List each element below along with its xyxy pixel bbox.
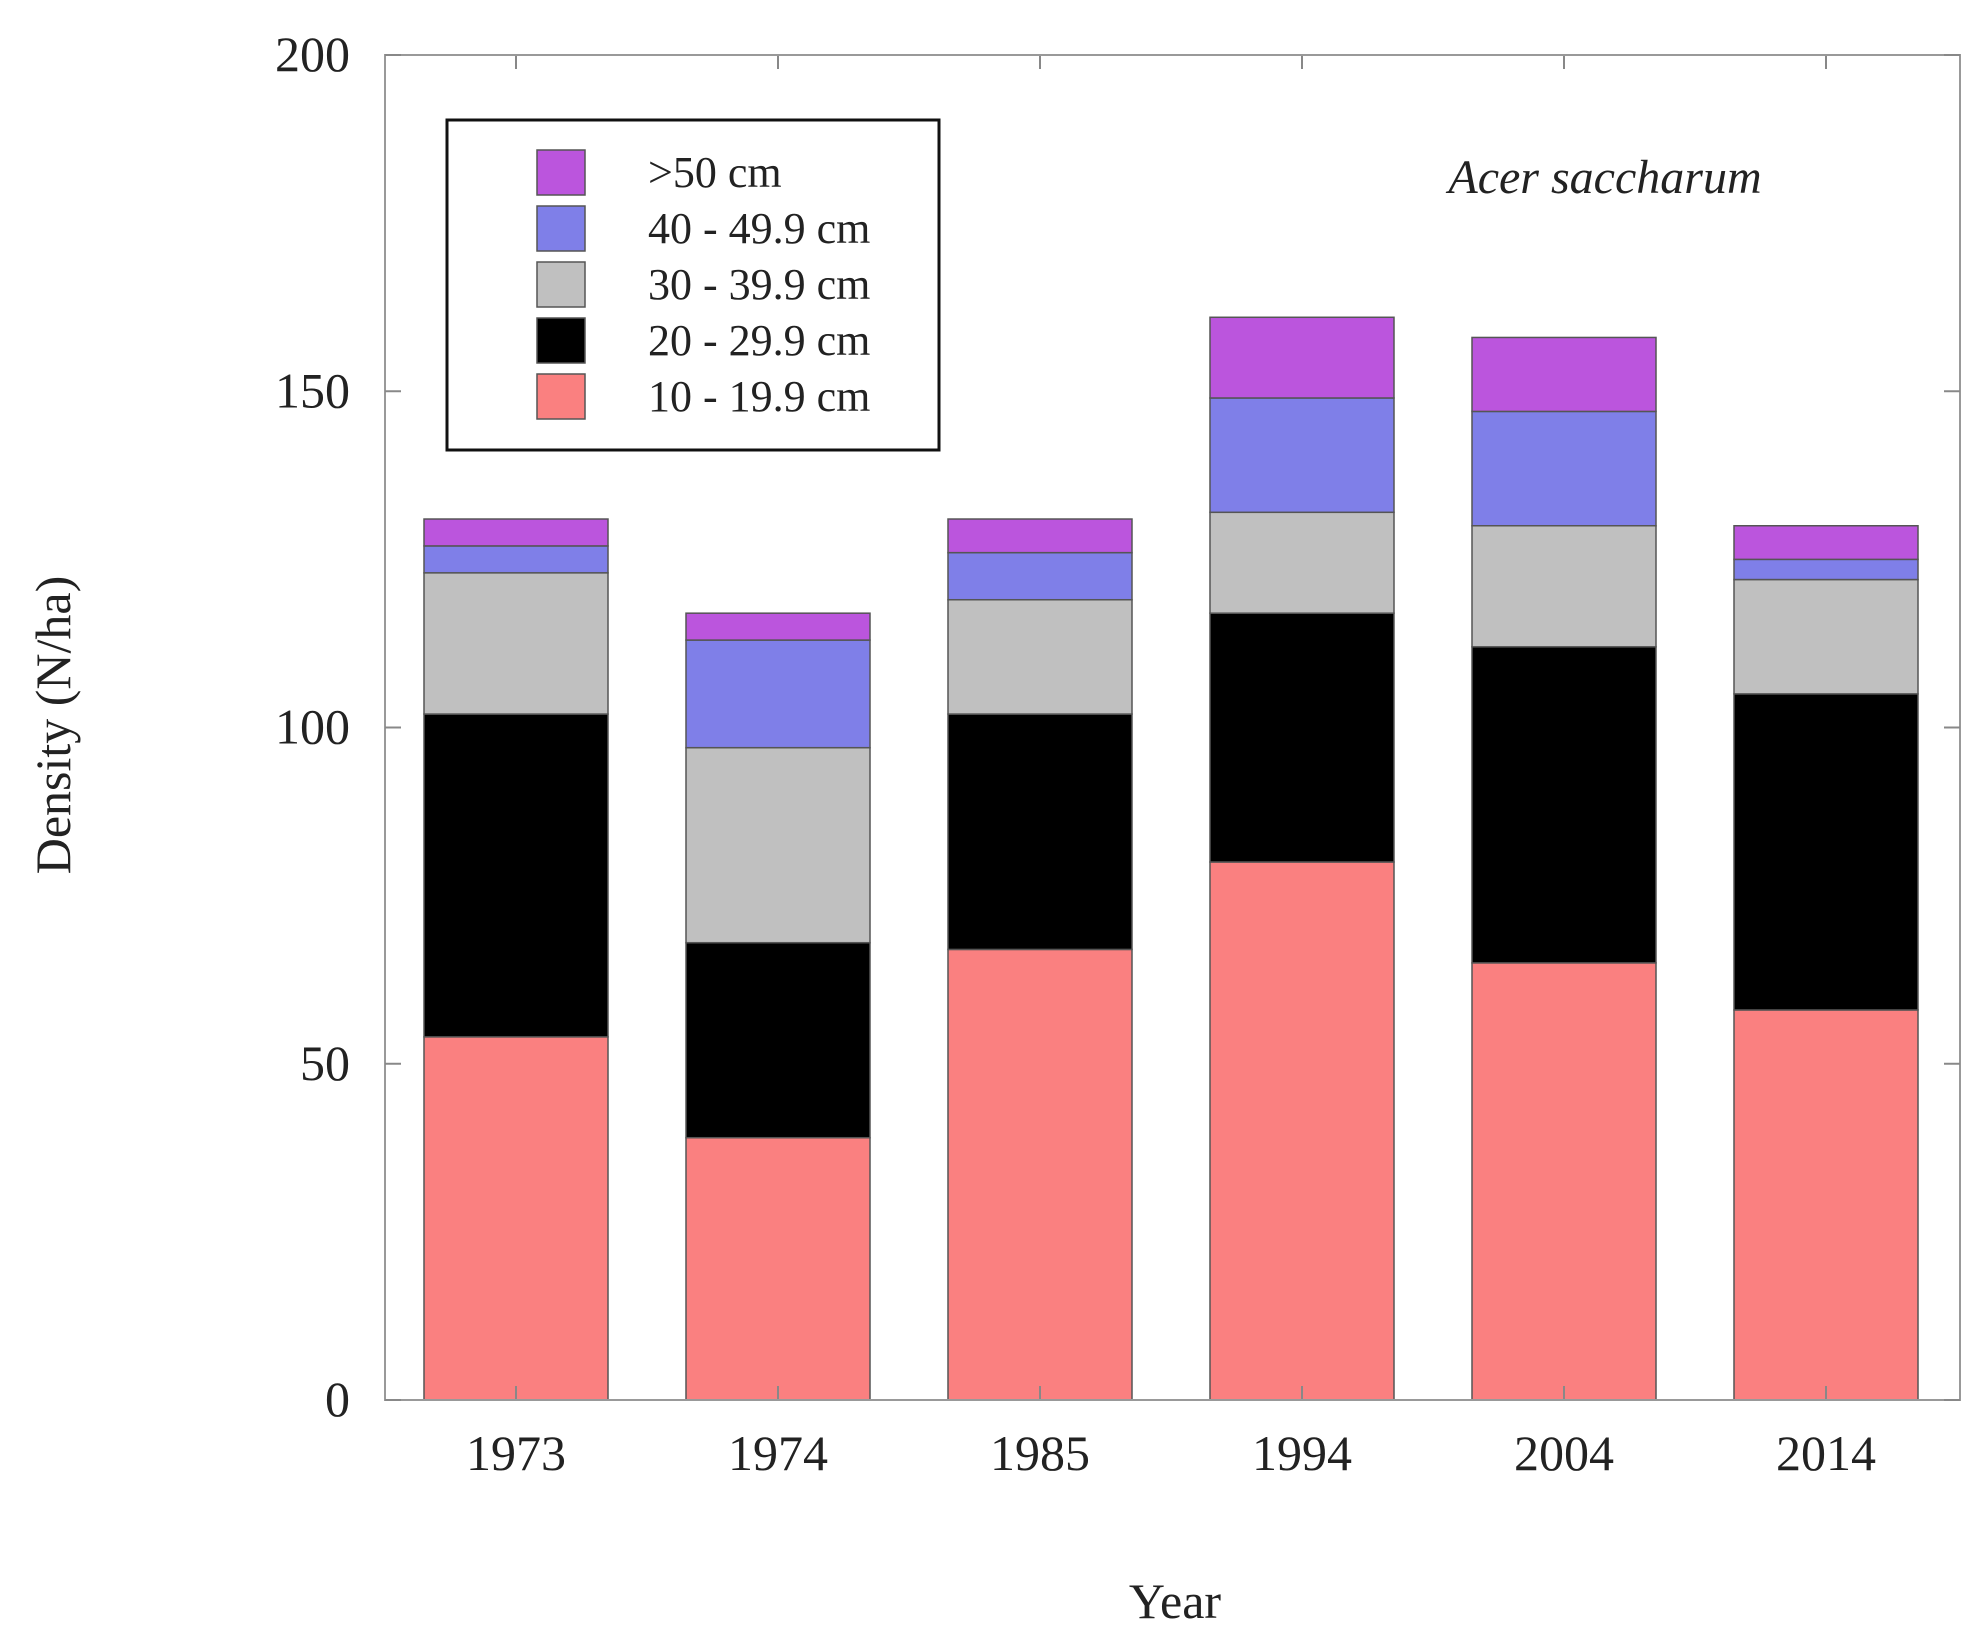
legend: >50 cm 40 - 49.9 cm 30 - 39.9 cm 20 - 29.9 … [445, 118, 941, 452]
x-tick-label-2014: 2014 [1776, 1425, 1876, 1481]
bar-segment-1973-s0 [423, 1036, 609, 1401]
bar-segment-1973-s2 [423, 572, 609, 715]
y-tick-label-200: 200 [275, 26, 350, 82]
bar-segment-2014-s1 [1733, 693, 1919, 1011]
y-tick-label-50: 50 [300, 1035, 350, 1091]
legend-label-1: 40 - 49.9 cm [648, 204, 870, 253]
bar-segment-2004-s2 [1471, 525, 1657, 648]
species-annotation: Acer saccharum [1445, 151, 1761, 204]
legend-swatch-3 [536, 317, 586, 364]
x-tick-label-1973: 1973 [466, 1425, 566, 1481]
bar-segment-1973-s1 [423, 713, 609, 1038]
bar-segment-1973-s3 [423, 545, 609, 574]
bar-segment-2004-s4 [1471, 336, 1657, 413]
bar-segment-2004-s1 [1471, 646, 1657, 964]
bar-segment-1974-s4 [685, 612, 871, 641]
bar-segment-1994-s3 [1209, 397, 1395, 514]
bar-segment-1994-s0 [1209, 861, 1395, 1401]
bar-segment-1985-s1 [947, 713, 1133, 951]
bar-segment-2014-s2 [1733, 578, 1919, 695]
bar-segment-1974-s2 [685, 746, 871, 944]
bar-segment-1994-s4 [1209, 316, 1395, 399]
bar-segment-2014-s4 [1733, 525, 1919, 561]
x-tick-label-1994: 1994 [1252, 1425, 1352, 1481]
bar-segment-2014-s3 [1733, 558, 1919, 581]
y-axis-title: Density (N/ha) [25, 576, 81, 875]
bar-segment-1974-s0 [685, 1136, 871, 1401]
legend-box [445, 118, 941, 452]
legend-swatch-1 [536, 205, 586, 252]
bar-segment-2004-s3 [1471, 410, 1657, 527]
bar-segment-1985-s0 [947, 948, 1133, 1401]
x-tick-label-2004: 2004 [1514, 1425, 1614, 1481]
legend-label-4: 10 - 19.9 cm [648, 372, 870, 421]
x-tick-label-1985: 1985 [990, 1425, 1090, 1481]
x-axis-title: Year [1129, 1573, 1221, 1629]
bar-segment-2004-s0 [1471, 962, 1657, 1401]
bar-segment-1973-s4 [423, 518, 609, 547]
y-tick-label-100: 100 [275, 699, 350, 755]
bar-segment-1974-s3 [685, 639, 871, 749]
y-tick-label-150: 150 [275, 362, 350, 418]
bar-segment-1985-s3 [947, 551, 1133, 601]
bar-segment-2014-s0 [1733, 1009, 1919, 1401]
bar-segment-1994-s2 [1209, 511, 1395, 614]
legend-label-3: 20 - 29.9 cm [648, 316, 870, 365]
legend-swatch-4 [536, 373, 586, 420]
x-tick-label-1974: 1974 [728, 1425, 828, 1481]
bar-segment-1985-s4 [947, 518, 1133, 554]
bar-segment-1985-s2 [947, 598, 1133, 715]
legend-swatch-2 [536, 261, 586, 308]
bars-layer [423, 316, 1919, 1401]
legend-swatch-0 [536, 149, 586, 196]
axes-layer: 1973 1974 1985 1994 2004 2014 0 50 100 150 200 [275, 26, 1961, 1481]
legend-label-0: >50 cm [648, 148, 782, 197]
legend-label-2: 30 - 39.9 cm [648, 260, 870, 309]
bar-segment-1974-s1 [685, 941, 871, 1139]
bar-segment-1994-s1 [1209, 612, 1395, 863]
y-tick-label-0: 0 [325, 1371, 350, 1427]
